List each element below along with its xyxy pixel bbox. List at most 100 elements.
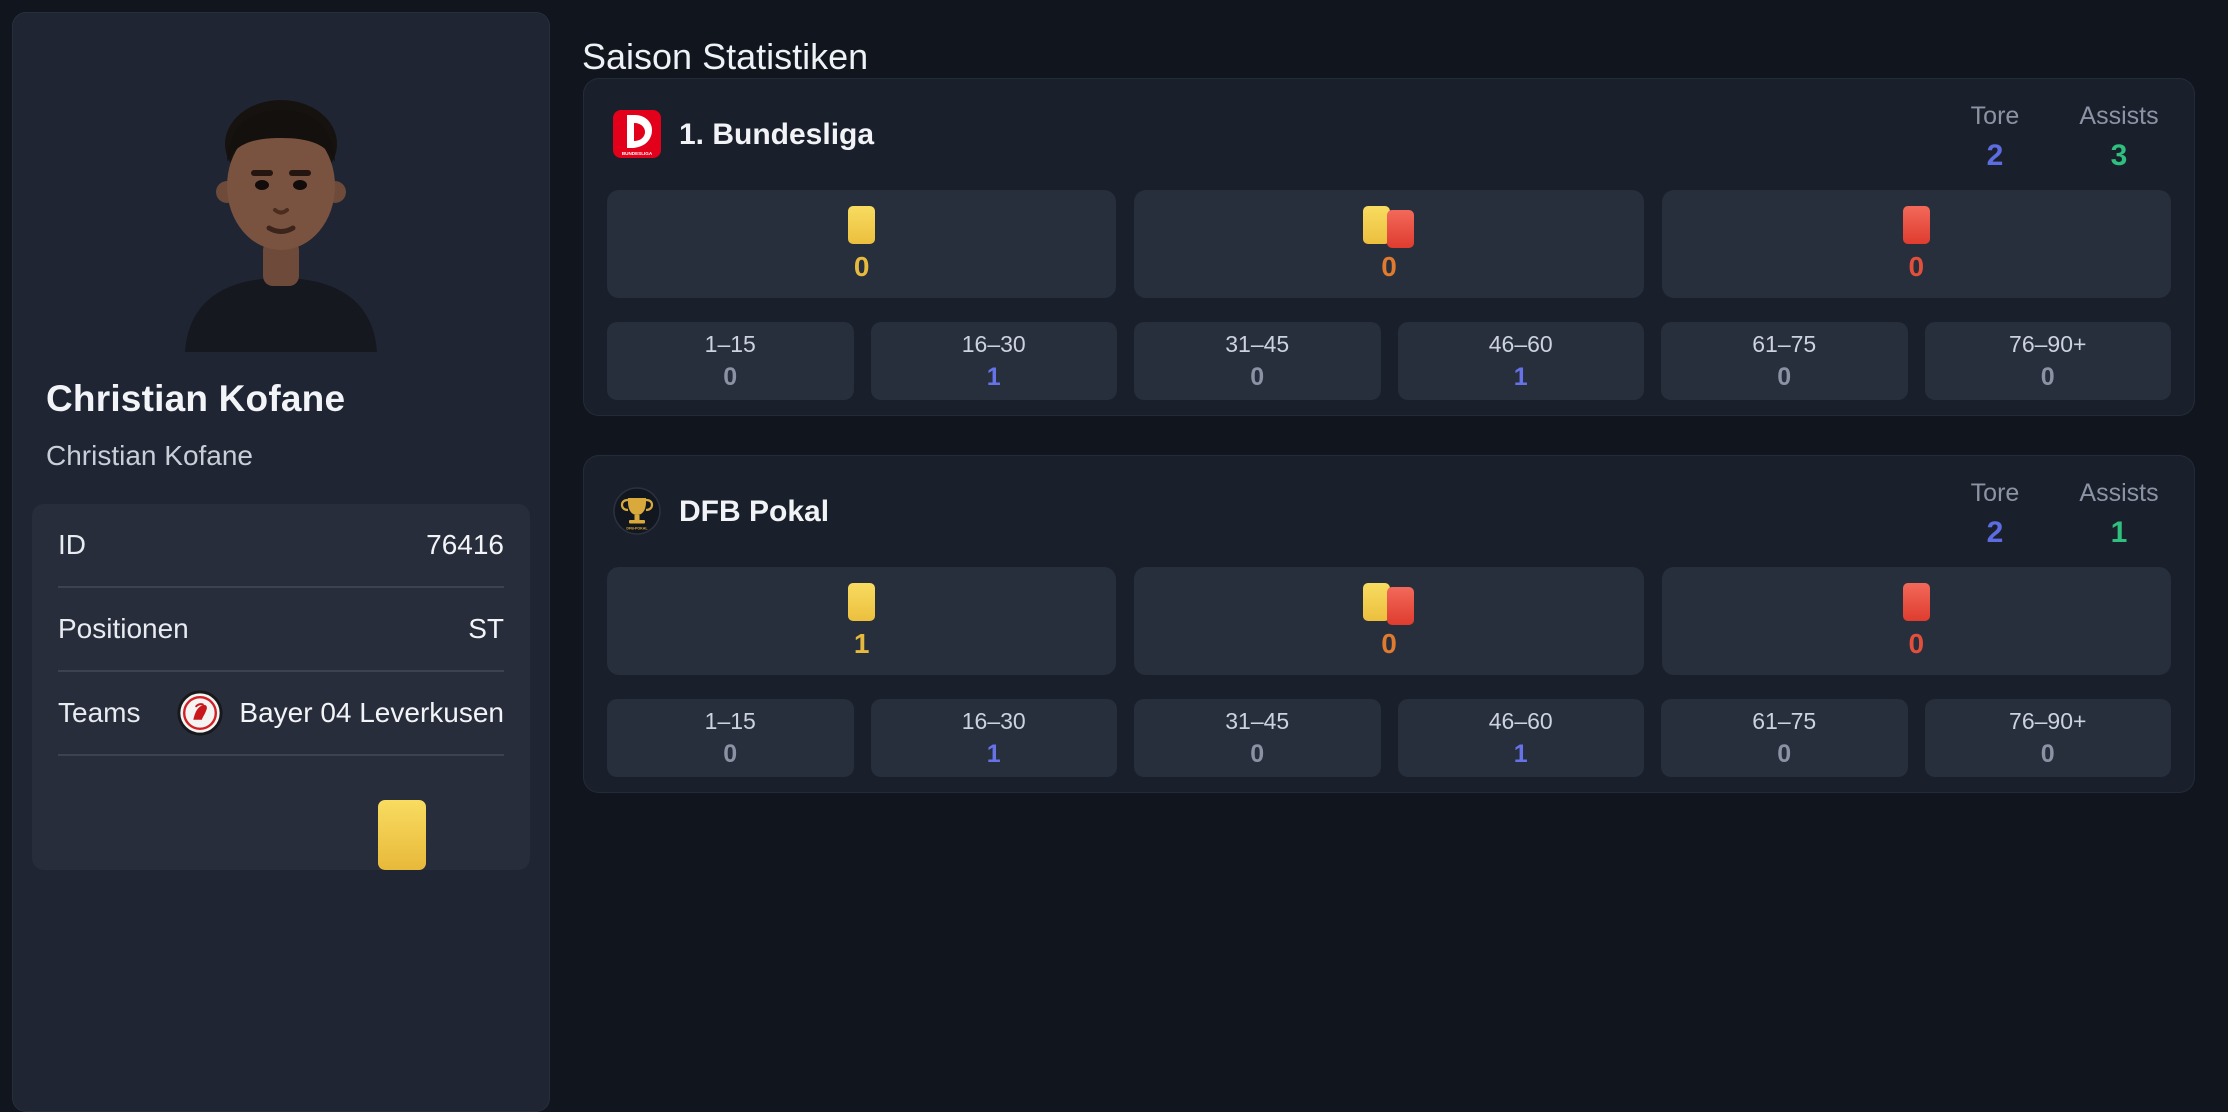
- minute-value: 1: [986, 362, 1001, 391]
- minute-value: 1: [1513, 362, 1528, 391]
- minute-range: 61–75: [1752, 330, 1817, 357]
- page-root: Christian Kofane Christian Kofane ID 764…: [12, 12, 2195, 1112]
- red-card-icon: [1387, 209, 1415, 248]
- competition-name[interactable]: 1. Bundesliga: [679, 118, 875, 151]
- minute-box: 76–90+ 0: [1924, 699, 2171, 777]
- minute-range: 46–60: [1488, 330, 1553, 357]
- minute-box: 1–15 0: [607, 699, 854, 777]
- minutes-row: 1–15 0 16–30 1 31–45 0 46–60 1 61–75 0 7…: [607, 322, 2171, 400]
- minute-box: 46–60 1: [1397, 322, 1644, 400]
- info-label-teams: Teams: [58, 697, 141, 728]
- info-row-teams[interactable]: Teams Bayer 04 Leverkusen: [58, 672, 504, 756]
- header-stats: Tore 2 Assists 1: [1953, 479, 2161, 550]
- team-crest-icon: [177, 690, 223, 736]
- yellow-cards-panel: 0: [607, 190, 1117, 298]
- red-card-icon: [1387, 586, 1415, 625]
- yellow-card-icon: [1363, 582, 1391, 621]
- minute-range: 1–15: [704, 330, 756, 357]
- info-label-positions: Positionen: [58, 613, 189, 644]
- minute-box: 1–15 0: [607, 322, 854, 400]
- sidebar-partial-row: [58, 756, 504, 870]
- competition-card-dfb-pokal: DFB-POKAL DFB Pokal Tore 2 Assists 1 1: [583, 455, 2195, 793]
- minute-range: 16–30: [961, 330, 1026, 357]
- minute-range: 1–15: [704, 707, 756, 734]
- minute-value: 1: [986, 739, 1001, 768]
- goals-stat: Tore 2: [1953, 479, 2037, 550]
- minute-box: 61–75 0: [1661, 699, 1908, 777]
- team-name: Bayer 04 Leverkusen: [239, 697, 504, 728]
- assists-value: 1: [2110, 516, 2128, 549]
- header-stats: Tore 2 Assists 3: [1953, 102, 2161, 173]
- minute-range: 46–60: [1488, 707, 1553, 734]
- assists-value: 3: [2110, 139, 2128, 172]
- minute-value: 0: [723, 362, 738, 391]
- yellow-card-icon: [1363, 205, 1391, 244]
- info-row-id: ID 76416: [58, 504, 504, 588]
- competition-header: BUNDESLIGA 1. Bundesliga Tore 2 Assists …: [583, 78, 2195, 173]
- player-name: Christian Kofane: [46, 378, 346, 419]
- yellow-red-card-icon: [1363, 205, 1415, 248]
- player-photo: [185, 100, 377, 352]
- yellow-cards-value: 1: [853, 627, 870, 659]
- minute-box: 76–90+ 0: [1924, 322, 2171, 400]
- red-cards-panel: 0: [1661, 190, 2171, 298]
- minute-value: 0: [1250, 362, 1265, 391]
- competition-header: DFB-POKAL DFB Pokal Tore 2 Assists 1: [583, 455, 2195, 550]
- yellow-red-cards-panel: 0: [1134, 567, 1644, 675]
- minute-value: 0: [723, 739, 738, 768]
- minute-box: 61–75 0: [1661, 322, 1908, 400]
- minute-range: 31–45: [1225, 330, 1290, 357]
- competition-name[interactable]: DFB Pokal: [679, 495, 830, 528]
- minute-value: 1: [1513, 739, 1528, 768]
- player-sidebar: Christian Kofane Christian Kofane ID 764…: [12, 12, 550, 1112]
- yellow-red-card-icon: [1363, 582, 1415, 625]
- goals-label: Tore: [1970, 102, 2020, 130]
- goals-label: Tore: [1970, 479, 2020, 507]
- minute-box: 16–30 1: [870, 699, 1117, 777]
- minute-range: 31–45: [1225, 707, 1290, 734]
- red-cards-value: 0: [1908, 250, 1925, 282]
- assists-label: Assists: [2079, 102, 2159, 130]
- red-card-icon: [1902, 205, 1930, 244]
- yellow-red-cards-panel: 0: [1134, 190, 1644, 298]
- minute-value: 0: [1777, 362, 1792, 391]
- info-value-positions: ST: [468, 613, 504, 644]
- info-value-id: 76416: [426, 529, 504, 560]
- goals-value: 2: [1986, 139, 2004, 172]
- minute-value: 0: [1250, 739, 1265, 768]
- minute-range: 76–90+: [2009, 330, 2087, 357]
- yellow-card-icon: [848, 582, 876, 621]
- info-label-id: ID: [58, 529, 86, 560]
- assists-label: Assists: [2079, 479, 2159, 507]
- player-photo-wrap: [12, 12, 550, 352]
- player-subtitle: Christian Kofane: [46, 440, 254, 471]
- goals-stat: Tore 2: [1953, 102, 2037, 173]
- minute-value: 0: [2040, 739, 2055, 768]
- competition-card-bundesliga: BUNDESLIGA 1. Bundesliga Tore 2 Assists …: [583, 78, 2195, 416]
- minute-box: 46–60 1: [1397, 699, 1644, 777]
- yellow-red-cards-value: 0: [1381, 250, 1397, 282]
- red-cards-panel: 0: [1661, 567, 2171, 675]
- minute-value: 0: [2040, 362, 2055, 391]
- cards-row: 0 0 0: [607, 190, 2171, 298]
- minute-box: 16–30 1: [870, 322, 1117, 400]
- svg-text:DFB-POKAL: DFB-POKAL: [626, 527, 648, 531]
- red-card-icon: [1902, 582, 1930, 621]
- minute-range: 16–30: [961, 707, 1026, 734]
- player-info-panel: ID 76416 Positionen ST Teams Bayer 04 Le…: [32, 504, 530, 870]
- team-value[interactable]: Bayer 04 Leverkusen: [177, 690, 504, 736]
- bundesliga-logo-icon: BUNDESLIGA: [613, 110, 661, 158]
- yellow-card-icon: [848, 205, 876, 244]
- minute-box: 31–45 0: [1134, 699, 1381, 777]
- assists-stat: Assists 3: [2077, 102, 2161, 173]
- info-row-positions: Positionen ST: [58, 588, 504, 672]
- yellow-red-cards-value: 0: [1381, 627, 1397, 659]
- minute-box: 31–45 0: [1134, 322, 1381, 400]
- yellow-card-icon: [378, 800, 426, 870]
- minute-range: 61–75: [1752, 707, 1817, 734]
- minute-value: 0: [1777, 739, 1792, 768]
- yellow-cards-panel: 1: [607, 567, 1117, 675]
- dfb-pokal-logo-icon: DFB-POKAL: [613, 487, 661, 535]
- red-cards-value: 0: [1908, 627, 1925, 659]
- minutes-row: 1–15 0 16–30 1 31–45 0 46–60 1 61–75 0 7…: [607, 699, 2171, 777]
